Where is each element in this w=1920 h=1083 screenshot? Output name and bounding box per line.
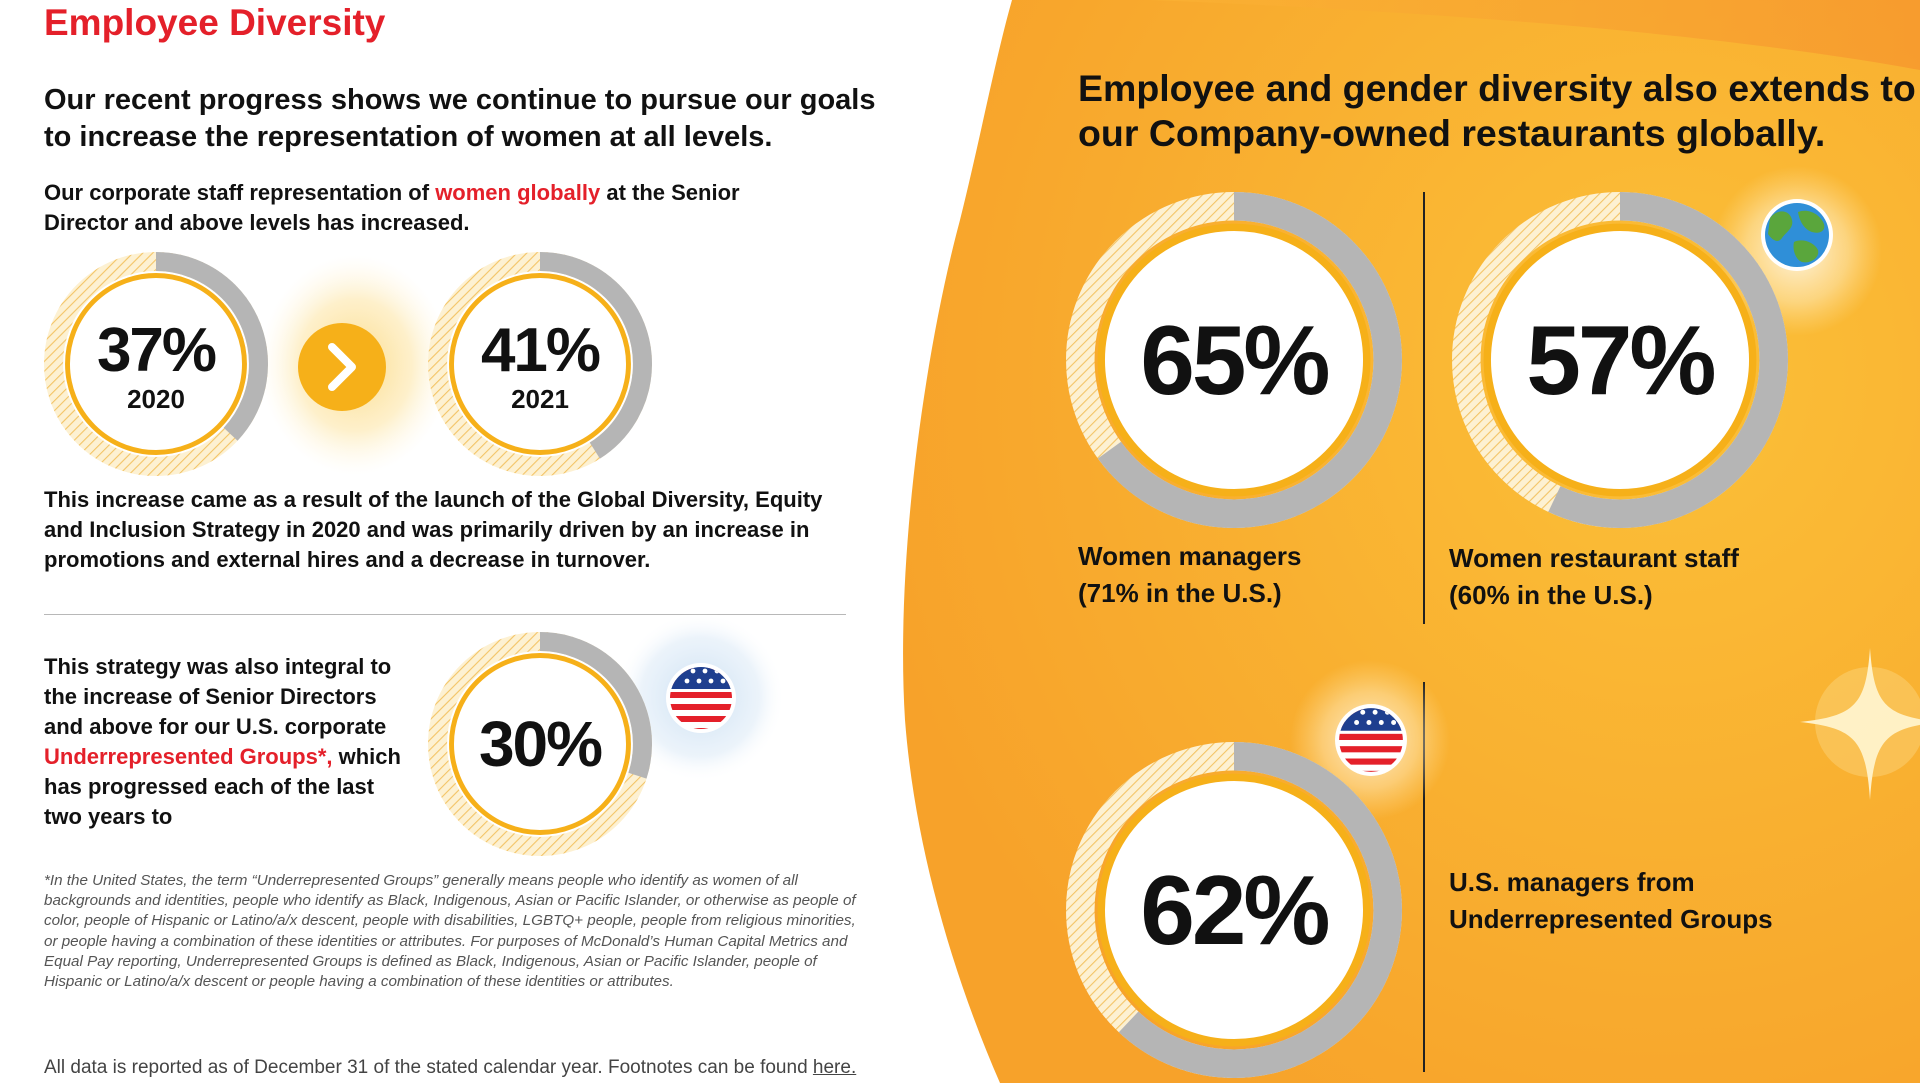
corporate-staff-paragraph: Our corporate staff representation of wo… xyxy=(44,178,764,238)
lead-statement: Our recent progress shows we continue to… xyxy=(44,84,876,153)
sparkle-icon xyxy=(1800,648,1920,800)
ring-value-arc xyxy=(427,631,653,857)
progress-arrow-button xyxy=(298,323,386,411)
ring-urg-managers: 62% xyxy=(1065,741,1403,1079)
ring-value-arc xyxy=(427,251,653,477)
urg-managers-label: U.S. managers from Underrepresented Grou… xyxy=(1449,864,1773,938)
ring-inner-disc xyxy=(1483,223,1757,497)
divider xyxy=(44,614,846,615)
ring-women-managers: 65% xyxy=(1065,191,1403,529)
ring-inner-disc xyxy=(449,273,631,455)
women-managers-label-line1: Women managers xyxy=(1078,541,1302,571)
women-staff-label-line1: Women restaurant staff xyxy=(1449,543,1739,573)
urg-paragraph: This strategy was also integral to the i… xyxy=(44,652,414,832)
ring-graphic xyxy=(427,251,653,477)
vertical-divider-top xyxy=(1423,192,1425,624)
ring-graphic xyxy=(1065,191,1403,529)
value-urg-managers: 62% xyxy=(1140,855,1330,965)
value-urg-corporate: 30% xyxy=(478,708,603,780)
us-flag-icon xyxy=(666,663,736,733)
ring-inner-disc xyxy=(449,653,631,835)
year-2021: 2021 xyxy=(511,383,569,414)
women-managers-label-line2: (71% in the U.S.) xyxy=(1078,578,1282,608)
ring-2021: 41% 2021 xyxy=(427,251,653,477)
value-women-managers: 65% xyxy=(1140,305,1330,415)
ring-inner-disc xyxy=(1097,773,1371,1047)
ring-2020: 37% 2020 xyxy=(43,251,269,477)
data-note-text: All data is reported as of December 31 o… xyxy=(44,1057,813,1078)
ring-graphic xyxy=(427,631,653,857)
women-staff-label: Women restaurant staff (60% in the U.S.) xyxy=(1449,540,1739,614)
ring-graphic xyxy=(1451,191,1789,529)
women-managers-label: Women managers (71% in the U.S.) xyxy=(1078,538,1301,612)
ring-urg-corporate: 30% xyxy=(427,631,653,857)
value-2020: 37% xyxy=(96,315,217,385)
page-title: Employee Diversity xyxy=(44,2,386,43)
ring-women-staff: 57% xyxy=(1451,191,1789,529)
ring-value-arc xyxy=(43,251,269,477)
p3-text-after: which has progressed each of the last tw… xyxy=(44,744,401,829)
data-note: All data is reported as of December 31 o… xyxy=(44,1057,856,1079)
chevron-right-icon xyxy=(328,343,356,391)
globe-icon xyxy=(1761,199,1833,271)
value-women-staff: 57% xyxy=(1526,305,1716,415)
ring-value-arc xyxy=(1451,191,1789,529)
ring-value-arc xyxy=(1065,741,1403,1079)
urg-managers-label-line2: Underrepresented Groups xyxy=(1449,904,1773,934)
women-globally-highlight: women globally xyxy=(435,180,601,205)
underrepresented-groups-highlight: Underrepresented Groups*, xyxy=(44,744,333,769)
urg-managers-label-line1: U.S. managers from xyxy=(1449,867,1695,897)
ring-inner-disc xyxy=(65,273,247,455)
us-flag-icon xyxy=(1335,704,1407,776)
restaurants-heading: Employee and gender diversity also exten… xyxy=(1078,67,1916,154)
value-2021: 41% xyxy=(480,315,601,385)
ring-graphic xyxy=(43,251,269,477)
strategy-paragraph: This increase came as a result of the la… xyxy=(44,487,823,572)
ring-graphic xyxy=(1065,741,1403,1079)
p1-text-before: Our corporate staff representation of xyxy=(44,180,436,205)
year-2020: 2020 xyxy=(127,383,185,414)
p1-text-after: at the Senior Director and above levels … xyxy=(44,180,740,235)
p3-text-before: This strategy was also integral to the i… xyxy=(44,654,392,739)
underrepresented-groups-footnote: *In the United States, the term “Underre… xyxy=(44,872,856,991)
footnotes-link[interactable]: here. xyxy=(812,1057,857,1078)
ring-inner-disc xyxy=(1097,223,1371,497)
women-staff-label-line2: (60% in the U.S.) xyxy=(1449,580,1653,610)
vertical-divider-bottom xyxy=(1423,682,1425,1072)
ring-value-arc xyxy=(1065,191,1403,529)
